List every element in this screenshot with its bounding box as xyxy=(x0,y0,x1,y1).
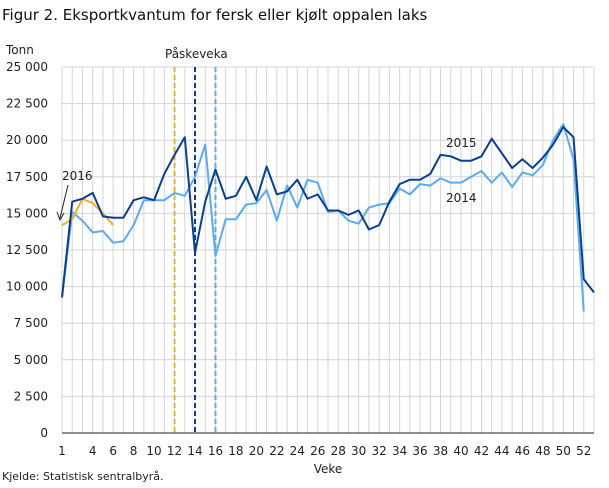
x-tick-label: 10 xyxy=(146,444,161,458)
annotation-arrow xyxy=(59,184,69,219)
y-tick-label: 2 500 xyxy=(14,389,48,403)
x-tick-label: 6 xyxy=(109,444,117,458)
y-tick-label: 0 xyxy=(40,426,48,440)
x-tick-label: 30 xyxy=(351,444,366,458)
series-line-2014 xyxy=(61,123,585,312)
x-tick-label: 22 xyxy=(269,444,284,458)
x-tick-label: 42 xyxy=(474,444,489,458)
annotation-2016: 2016 xyxy=(62,169,93,183)
arrow-head-icon xyxy=(56,211,65,222)
y-axis-label: Tonn xyxy=(5,43,34,57)
y-tick-label: 10 000 xyxy=(6,280,48,294)
chart-title: Figur 2. Eksportkvantum for fersk eller … xyxy=(2,6,428,24)
x-tick-label: 24 xyxy=(290,444,305,458)
annotation-paaskeveka: Påskeveka xyxy=(165,47,228,61)
x-tick-label: 18 xyxy=(228,444,243,458)
x-tick-label: 26 xyxy=(310,444,325,458)
y-tick-label: 15 000 xyxy=(6,206,48,220)
x-tick-label: 32 xyxy=(372,444,387,458)
y-tick-label: 17 500 xyxy=(6,170,48,184)
x-tick-label: 34 xyxy=(392,444,407,458)
y-tick-label: 12 500 xyxy=(6,243,48,257)
series-line-2015 xyxy=(61,126,595,297)
source-note: Kjelde: Statistisk sentralbyrå. xyxy=(2,470,164,483)
x-tick-label: 52 xyxy=(576,444,591,458)
x-tick-label: 40 xyxy=(453,444,468,458)
x-axis-label: Veke xyxy=(314,462,343,476)
x-tick-label: 36 xyxy=(412,444,427,458)
x-tick-label: 4 xyxy=(89,444,97,458)
x-tick-label: 8 xyxy=(130,444,138,458)
y-tick-label: 25 000 xyxy=(6,60,48,74)
x-tick-label: 16 xyxy=(208,444,223,458)
x-tick-label: 46 xyxy=(515,444,530,458)
x-tick-label: 14 xyxy=(187,444,202,458)
x-tick-label: 28 xyxy=(331,444,346,458)
y-tick-label: 7 500 xyxy=(14,316,48,330)
x-tick-label: 1 xyxy=(58,444,66,458)
x-tick-label: 38 xyxy=(433,444,448,458)
annotation-2014: 2014 xyxy=(446,191,477,205)
y-tick-label: 22 500 xyxy=(6,97,48,111)
x-tick-label: 20 xyxy=(249,444,264,458)
y-tick-label: 5 000 xyxy=(14,353,48,367)
annotation-2015: 2015 xyxy=(446,136,477,150)
y-tick-label: 20 000 xyxy=(6,133,48,147)
x-tick-label: 44 xyxy=(494,444,509,458)
x-tick-label: 12 xyxy=(167,444,182,458)
x-tick-label: 50 xyxy=(556,444,571,458)
x-tick-label: 48 xyxy=(535,444,550,458)
